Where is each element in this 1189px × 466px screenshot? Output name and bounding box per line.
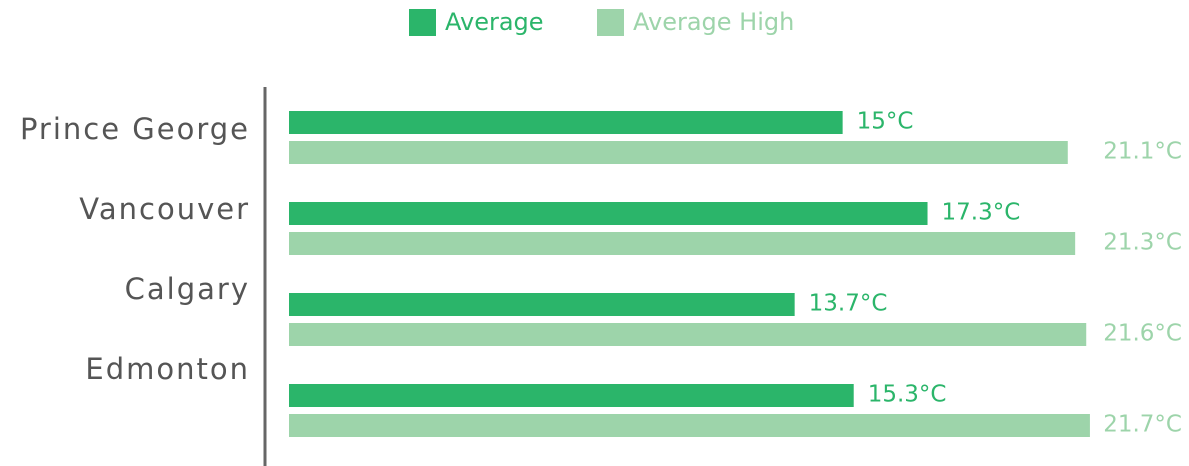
bar <box>289 232 1076 255</box>
legend-label: Average <box>445 8 544 36</box>
bar <box>289 293 795 316</box>
value-label: 21.6°C <box>1103 321 1182 347</box>
bar <box>289 111 843 134</box>
category-label: Calgary <box>125 272 250 306</box>
category-label: Vancouver <box>79 192 250 226</box>
bar <box>289 414 1090 437</box>
value-label: 21.1°C <box>1103 139 1182 165</box>
value-label: 15°C <box>857 109 914 135</box>
bar <box>289 323 1087 346</box>
value-label: 21.7°C <box>1103 412 1182 438</box>
legend-swatch <box>409 9 436 36</box>
category-label: Prince George <box>20 112 250 146</box>
category-label: Edmonton <box>85 352 250 386</box>
bar <box>289 141 1068 164</box>
value-label: 21.3°C <box>1103 230 1182 256</box>
legend-swatch <box>597 9 624 36</box>
value-label: 15.3°C <box>868 382 947 408</box>
bar <box>289 202 928 225</box>
value-label: 13.7°C <box>809 291 888 317</box>
legend-label: Average High <box>633 8 794 36</box>
value-label: 17.3°C <box>942 200 1021 226</box>
bar <box>289 384 854 407</box>
